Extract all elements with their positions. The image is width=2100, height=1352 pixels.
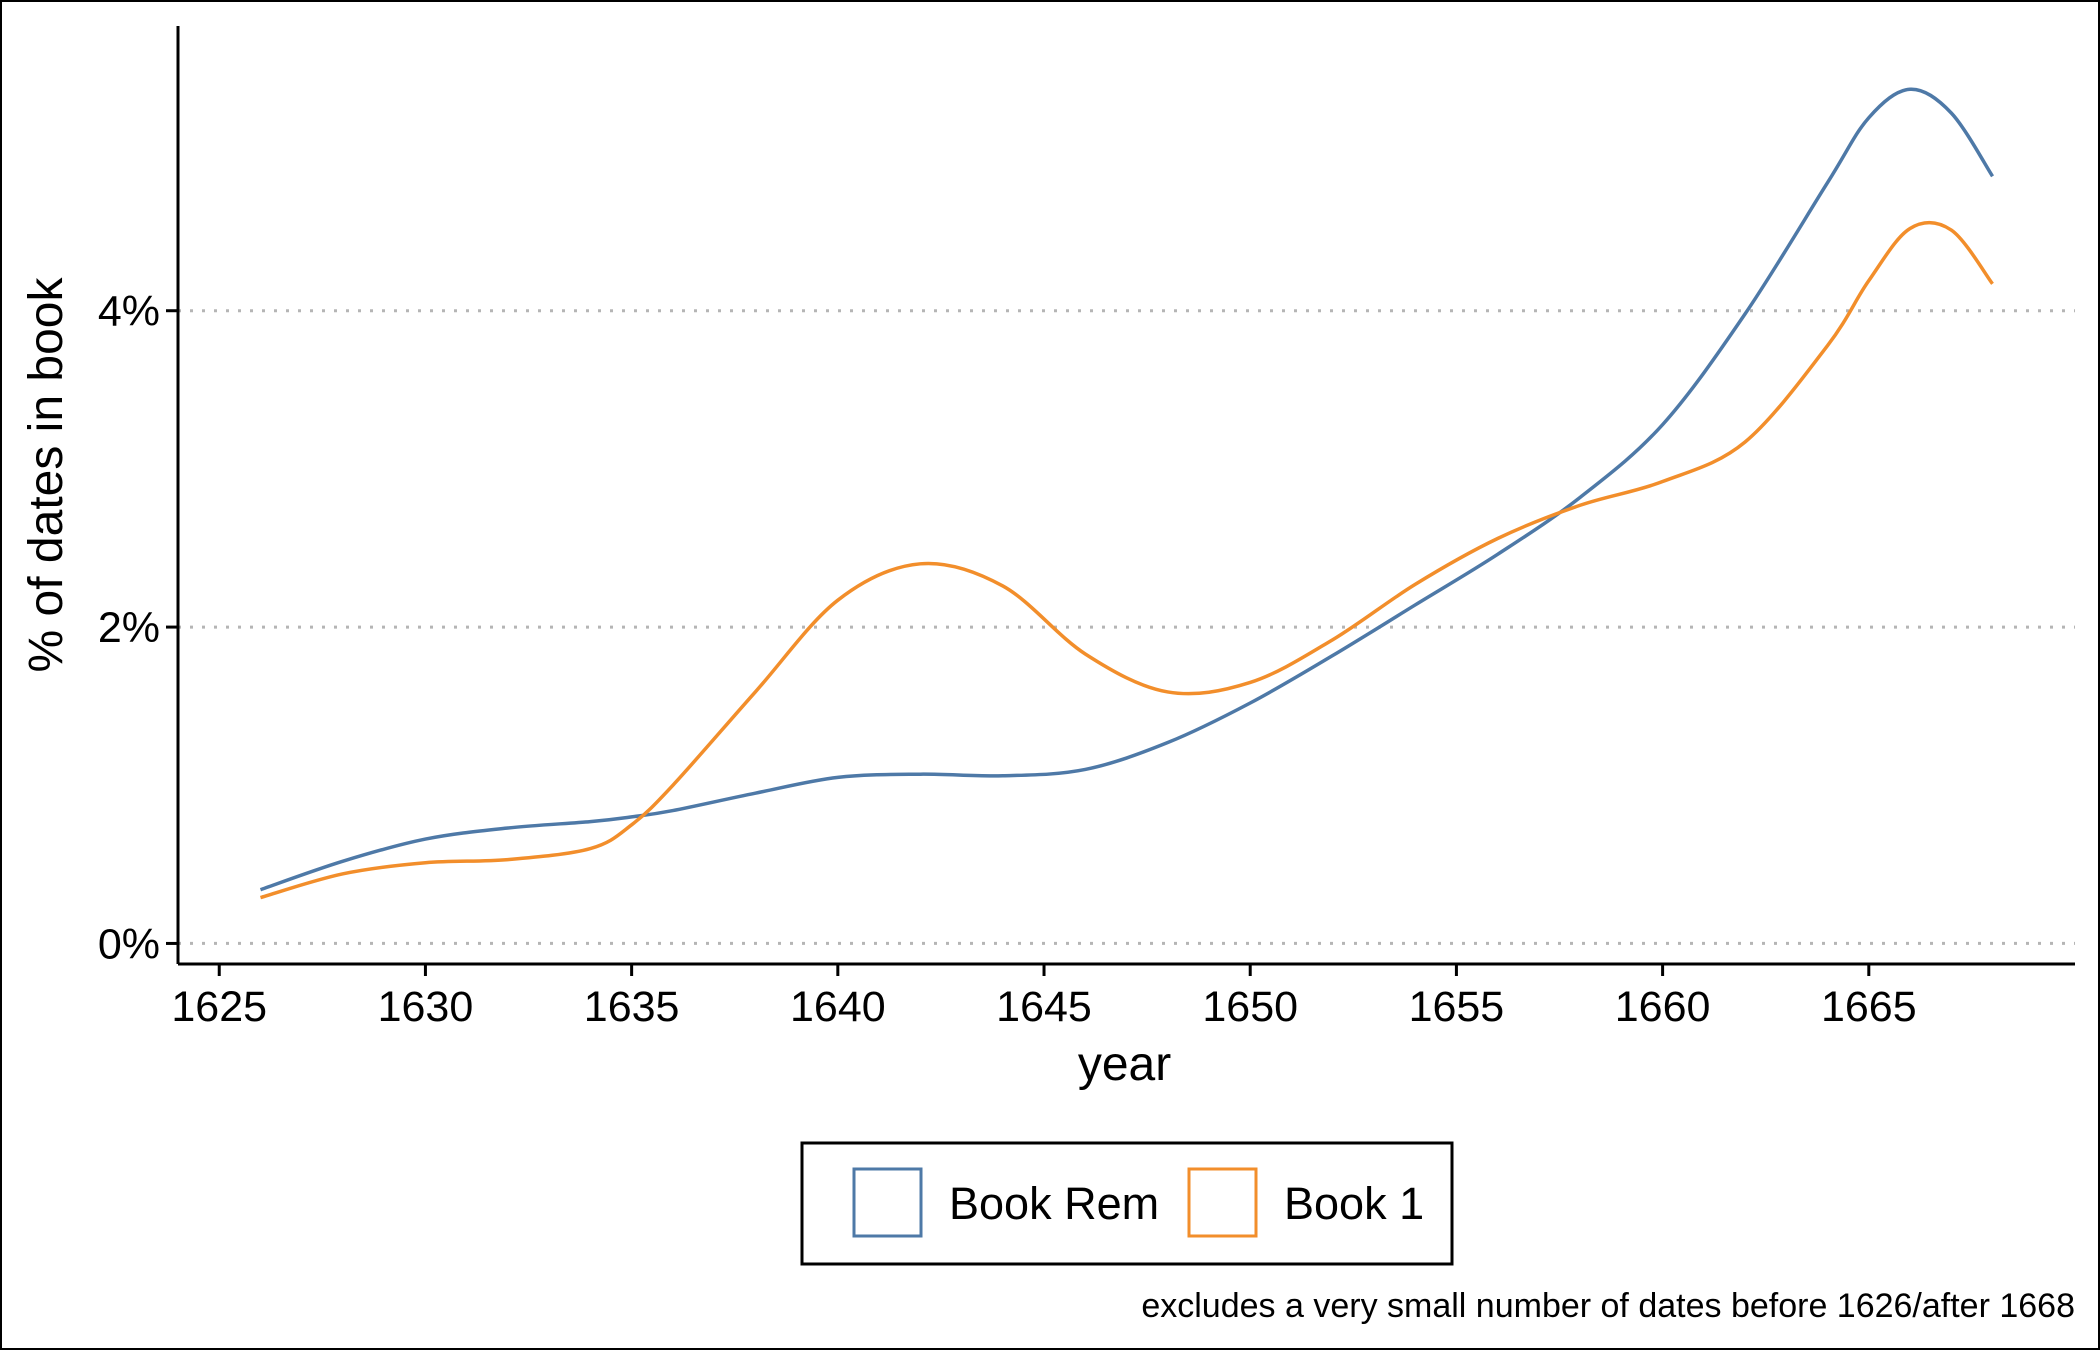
- y-tick-label: 4%: [98, 288, 160, 336]
- x-axis-title: year: [1078, 1038, 1171, 1091]
- y-tick-label: 2%: [98, 604, 160, 652]
- y-tick-label: 0%: [98, 920, 160, 968]
- series-line-book-rem: [259, 87, 1994, 892]
- x-axis-ticks: 1625 1630 1635 1640 1645 1650 1655 1660 1665: [171, 964, 1917, 1031]
- x-tick-label: 1650: [1202, 983, 1298, 1031]
- legend-label-book-1: Book 1: [1284, 1178, 1424, 1229]
- x-tick-label: 1655: [1409, 983, 1505, 1031]
- x-tick-label: 1640: [790, 983, 886, 1031]
- legend: Book Rem Book 1: [800, 1141, 1454, 1266]
- x-tick-label: 1645: [996, 983, 1092, 1031]
- chart-caption: excludes a very small number of dates be…: [1141, 1287, 2075, 1325]
- x-tick-label: 1665: [1821, 983, 1917, 1031]
- legend-key-book-rem: [852, 1167, 923, 1238]
- axes: [176, 26, 2075, 966]
- x-tick-label: 1635: [584, 983, 680, 1031]
- series-lines: [259, 87, 1994, 900]
- y-axis-title: % of dates in book: [20, 277, 73, 673]
- y-axis-ticks: 0% 2% 4%: [98, 288, 178, 968]
- series-line-book-1: [259, 220, 1994, 900]
- x-tick-label: 1660: [1615, 983, 1711, 1031]
- x-tick-label: 1625: [171, 983, 267, 1031]
- gridlines: [178, 309, 2075, 945]
- legend-key-book-1: [1187, 1167, 1258, 1238]
- x-tick-label: 1630: [378, 983, 474, 1031]
- legend-label-book-rem: Book Rem: [949, 1178, 1159, 1229]
